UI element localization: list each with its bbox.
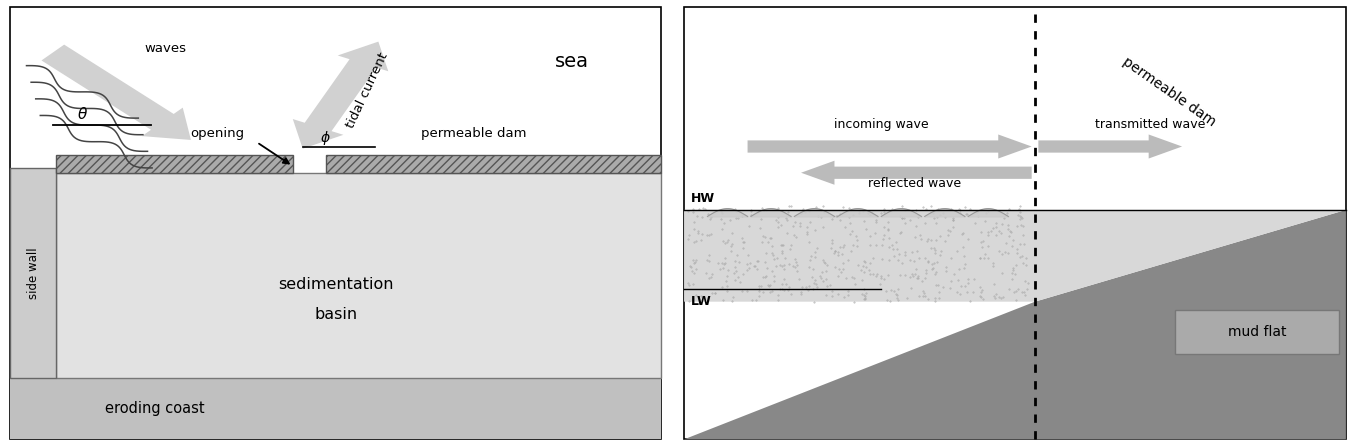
Bar [1176,310,1340,354]
Text: waves: waves [145,41,187,55]
Text: tidal current: tidal current [343,51,391,131]
Polygon shape [801,161,1032,185]
Polygon shape [1039,135,1182,158]
Bar [56,173,662,378]
Text: $\theta$: $\theta$ [77,106,88,122]
Text: mud flat: mud flat [1227,325,1287,339]
Text: transmitted wave: transmitted wave [1096,118,1205,131]
Bar [9,169,56,378]
Text: opening: opening [190,127,244,140]
Polygon shape [293,41,388,149]
Text: sedimentation: sedimentation [278,277,393,292]
Text: LW: LW [690,295,712,308]
Text: eroding coast: eroding coast [106,401,205,416]
Bar [56,155,293,173]
Bar [325,155,662,173]
Text: sea: sea [556,52,590,71]
Polygon shape [683,210,1347,439]
Polygon shape [42,45,191,140]
Text: $\phi$: $\phi$ [320,129,331,147]
Text: basin: basin [315,307,357,322]
Polygon shape [683,210,1347,301]
Text: incoming wave: incoming wave [834,118,929,131]
Text: side wall: side wall [27,248,39,299]
Text: reflected wave: reflected wave [868,177,961,190]
Text: HW: HW [690,192,715,205]
Bar [9,378,662,439]
Polygon shape [747,135,1032,158]
Text: permeable dam: permeable dam [420,127,526,140]
Text: permeable dam: permeable dam [1120,54,1218,129]
